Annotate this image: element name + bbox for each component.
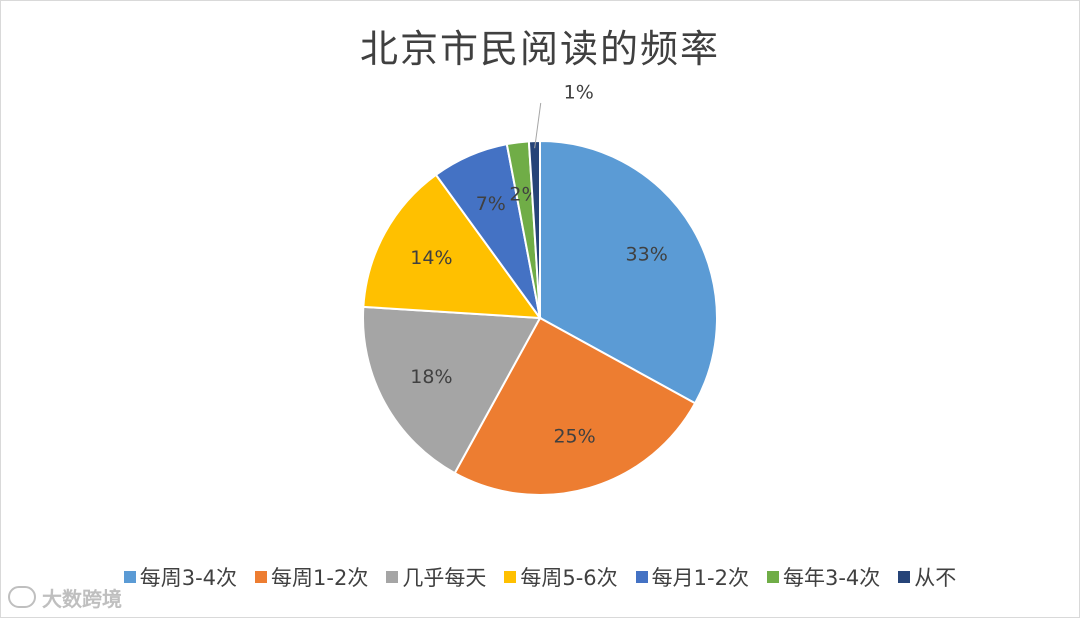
legend-label: 每周5-6次 bbox=[520, 566, 618, 590]
pie-slice bbox=[453, 316, 697, 496]
watermark-logo-icon bbox=[8, 586, 36, 608]
legend-label: 几乎每天 bbox=[402, 566, 487, 590]
legend-label: 每周3-4次 bbox=[139, 566, 238, 590]
legend-swatch bbox=[123, 571, 136, 583]
legend-item: 几乎每天 bbox=[386, 562, 486, 592]
data-label: 1% bbox=[564, 82, 594, 104]
pie-slice bbox=[527, 139, 541, 319]
data-label: 18% bbox=[410, 366, 452, 388]
data-label: 14% bbox=[410, 247, 452, 269]
legend-item: 每周1-2次 bbox=[255, 562, 368, 592]
legend-swatch bbox=[386, 571, 399, 583]
legend-item: 每年3-4次 bbox=[766, 562, 881, 592]
legend-swatch bbox=[898, 571, 911, 583]
legend-item: 每月1-2次 bbox=[635, 562, 749, 592]
legend-swatch bbox=[635, 571, 648, 583]
legend-label: 每年3-4次 bbox=[782, 566, 881, 590]
pie-slice bbox=[362, 305, 542, 475]
watermark: 大数跨境 bbox=[8, 582, 122, 612]
data-label: 7% bbox=[476, 193, 506, 215]
chart-title: 北京市民阅读的频率 bbox=[359, 27, 720, 71]
legend-label: 每月1-2次 bbox=[651, 566, 749, 590]
legend-label: 每周1-2次 bbox=[271, 566, 369, 590]
data-label: 33% bbox=[626, 243, 668, 265]
pie-slice bbox=[362, 173, 543, 320]
watermark-text: 大数跨境 bbox=[42, 586, 122, 611]
legend-item: 从不 bbox=[898, 562, 956, 592]
legend-swatch bbox=[504, 571, 517, 583]
legend-item: 每周5-6次 bbox=[504, 562, 618, 592]
legend-label: 从不 bbox=[914, 566, 957, 590]
legend-item: 每周3-4次 bbox=[123, 562, 238, 592]
pie-slice bbox=[539, 139, 718, 405]
legend-swatch bbox=[255, 571, 268, 583]
leader-line bbox=[534, 102, 542, 149]
data-label: 25% bbox=[553, 425, 595, 447]
legend-swatch bbox=[766, 571, 779, 583]
legend: 每周3-4次 每周1-2次 几乎每天 每周5-6次 每月1-2次 每年3-4次 从不 bbox=[0, 562, 1080, 592]
